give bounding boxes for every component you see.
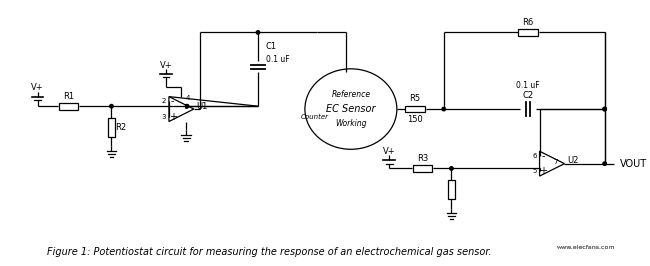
Text: -: - [541,151,545,161]
Bar [406,106,424,113]
Text: C1: C1 [266,42,277,51]
Text: V+: V+ [160,60,172,69]
Text: R2: R2 [116,123,127,132]
Text: C2: C2 [523,91,534,100]
Text: 6: 6 [532,153,537,159]
Text: 150: 150 [407,115,423,124]
Text: Reference: Reference [332,90,370,99]
Circle shape [256,31,260,34]
Circle shape [185,105,189,108]
Text: R1: R1 [63,92,74,101]
Text: -: - [171,96,174,106]
Text: 1: 1 [183,104,187,110]
Text: 5: 5 [532,168,537,174]
Text: 7: 7 [554,159,558,165]
Bar [58,103,78,110]
Text: 3: 3 [162,114,166,120]
Text: +: + [169,112,177,122]
Circle shape [110,105,113,108]
Text: Counter: Counter [300,114,328,120]
Text: 4: 4 [186,95,190,101]
Text: 0.1 uF: 0.1 uF [516,81,540,90]
Text: www.elecfans.com: www.elecfans.com [557,246,616,250]
Text: +: + [540,166,547,176]
Circle shape [450,167,453,170]
Circle shape [603,162,606,165]
Text: www.elecfans.com: www.elecfans.com [557,246,616,250]
Text: U1: U1 [197,102,208,111]
Bar [108,118,115,137]
Text: R5: R5 [410,94,421,103]
Text: U2: U2 [567,156,578,165]
Bar [519,29,538,36]
Circle shape [603,107,606,111]
Text: Figure 1: Potentiostat circuit for measuring the response of an electrochemical : Figure 1: Potentiostat circuit for measu… [47,247,492,257]
Text: V+: V+ [383,147,395,156]
Text: 2: 2 [162,98,166,104]
Bar [448,180,455,199]
Text: R6: R6 [523,18,534,27]
Text: EC Sensor: EC Sensor [326,104,376,114]
Text: VOUT: VOUT [620,159,647,169]
Circle shape [442,107,445,111]
Bar [413,165,432,172]
Text: V+: V+ [31,84,44,93]
Circle shape [603,107,606,111]
Text: 0.1 uF: 0.1 uF [266,55,289,64]
Text: R3: R3 [417,154,428,163]
Text: Working: Working [335,119,367,128]
